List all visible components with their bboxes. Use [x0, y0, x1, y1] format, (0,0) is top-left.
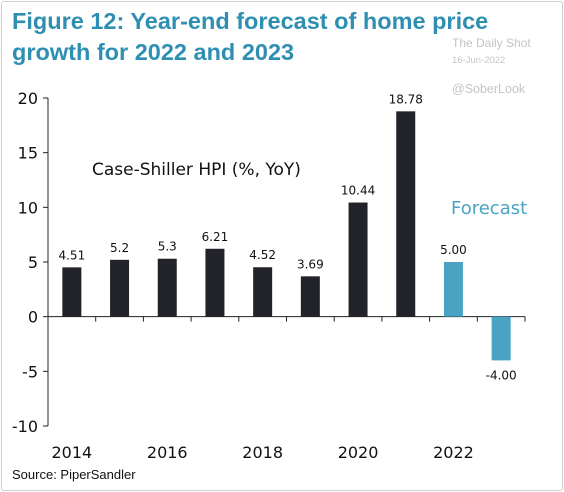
- data-label: 4.51: [58, 248, 85, 262]
- watermark-date: 16-Jun-2022: [452, 55, 506, 66]
- data-label: 10.44: [341, 184, 375, 198]
- chart-bars: [62, 111, 511, 361]
- forecast-bar: [491, 316, 511, 361]
- x-tick-label: 2016: [147, 443, 188, 462]
- bar: [62, 267, 82, 317]
- chart-title-line-2: growth for 2022 and 2023: [12, 39, 295, 65]
- bar: [110, 259, 130, 317]
- x-tick-label: 2020: [338, 443, 379, 462]
- chart-axes: -10 -5 0 5 10 15 20 2014 2016 2018 2020 2022: [12, 89, 526, 462]
- chart-title: Figure 12: Year-end forecast of home pri…: [12, 6, 557, 68]
- bar: [348, 202, 368, 317]
- watermark-handle: @SoberLook: [452, 82, 526, 96]
- data-label: 5.00: [440, 243, 467, 257]
- x-tick-label: 2022: [433, 443, 474, 462]
- source-note: Source: PiperSandler: [12, 467, 136, 482]
- y-tick-label: -10: [12, 417, 38, 436]
- data-label: 18.78: [389, 92, 423, 106]
- series-label: Case-Shiller HPI (%, YoY): [92, 160, 301, 180]
- data-label: 5.2: [110, 241, 129, 255]
- data-label: 4.52: [249, 248, 276, 262]
- y-tick-label: 20: [18, 89, 38, 108]
- forecast-label: Forecast: [451, 198, 527, 219]
- data-label: 3.69: [297, 257, 324, 271]
- bar: [396, 111, 416, 317]
- bar: [253, 267, 273, 317]
- forecast-bar: [443, 262, 463, 317]
- bar: [300, 276, 320, 317]
- chart-title-line-1: Figure 12: Year-end forecast of home pri…: [12, 8, 489, 34]
- chart-data-labels: 4.51 5.2 5.3 6.21 4.52 3.69 10.44 18.78 5.00 -4.0…: [58, 92, 516, 382]
- y-tick-label: 10: [18, 198, 38, 217]
- bar: [205, 248, 225, 317]
- data-label: 5.3: [158, 240, 177, 254]
- y-tick-label: 0: [28, 308, 38, 327]
- y-tick-label: -5: [22, 362, 38, 381]
- y-tick-label: 5: [28, 253, 38, 272]
- y-tick-label: 15: [18, 144, 38, 163]
- bar: [157, 258, 177, 317]
- x-tick-label: 2018: [242, 443, 283, 462]
- watermark-site: The Daily Shot: [452, 36, 531, 50]
- data-label: -4.00: [486, 368, 517, 382]
- data-label: 6.21: [202, 230, 229, 244]
- x-tick-label: 2014: [51, 443, 92, 462]
